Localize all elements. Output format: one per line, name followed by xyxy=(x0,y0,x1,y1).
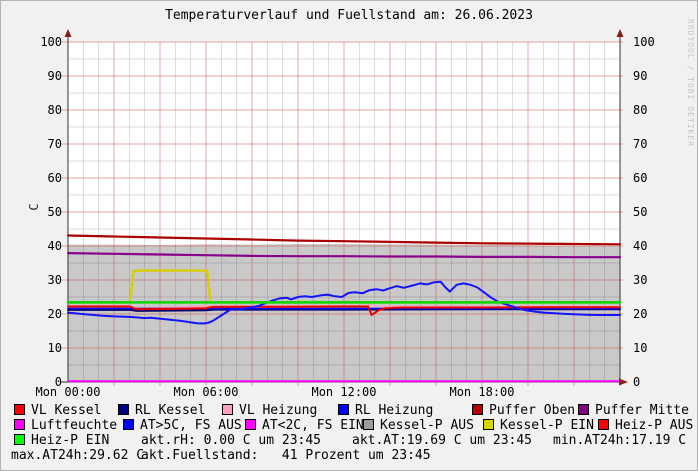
legend-swatch-puffer-mitte xyxy=(578,404,589,415)
legend-swatch-kessel-p-ein xyxy=(483,419,494,430)
series-line xyxy=(66,234,622,246)
y-tick-label-right: 60 xyxy=(633,171,648,185)
legend-swatch-rl-heizung xyxy=(338,404,349,415)
stat-min-at24h: min.AT24h:17.19 C xyxy=(553,433,687,448)
legend-swatch-at-gt5c xyxy=(123,419,134,430)
y-tick-label-right: 10 xyxy=(633,341,648,355)
legend-item-at-lt2c: AT<2C, FS EIN xyxy=(245,419,364,433)
stat-akt-at: akt.AT:19.69 C um 23:45 xyxy=(352,433,533,448)
y-tick-label-left: 70 xyxy=(47,137,62,151)
legend-item-puffer-mitte: Puffer Mitte xyxy=(578,404,689,418)
y-tick-label-left: 40 xyxy=(47,239,62,253)
stat-max-at24h: max.AT24h:29.62 C xyxy=(11,448,145,463)
x-axis-arrow xyxy=(619,378,628,386)
legend-swatch-heiz-p-aus xyxy=(598,419,609,430)
legend-item-heiz-p-ein: Heiz-P EIN xyxy=(14,434,109,448)
legend-label-puffer-mitte: Puffer Mitte xyxy=(595,403,689,418)
y-tick-label-right: 20 xyxy=(633,307,648,321)
plot-canvas xyxy=(60,29,628,386)
legend-item-at-gt5c: AT>5C, FS AUS xyxy=(123,419,242,433)
legend-swatch-vl-heizung xyxy=(222,404,233,415)
legend-swatch-puffer-oben xyxy=(472,404,483,415)
y-tick-label-left: 100 xyxy=(40,35,62,49)
rrdtool-watermark: RRDTOOL / TOBI OETIKER xyxy=(686,19,695,147)
y-tick-label-right: 100 xyxy=(633,35,655,49)
chart-title: Temperaturverlauf und Fuellstand am: 26.… xyxy=(165,8,533,23)
legend-swatch-heiz-p-ein xyxy=(14,434,25,445)
legend-item-kessel-p-aus: Kessel-P AUS xyxy=(363,419,474,433)
legend-label-rl-kessel: RL Kessel xyxy=(135,403,206,418)
y-tick-label-left: 90 xyxy=(47,69,62,83)
series-line xyxy=(66,269,622,304)
legend-item-rl-heizung: RL Heizung xyxy=(338,404,433,418)
stat-akt-rh: akt.rH: 0.00 C um 23:45 xyxy=(141,433,322,448)
legend-swatch-luftfeuchte xyxy=(14,419,25,430)
legend-label-vl-heizung: VL Heizung xyxy=(239,403,318,418)
legend-item-heiz-p-aus: Heiz-P AUS xyxy=(598,419,693,433)
legend-item-kessel-p-ein: Kessel-P EIN xyxy=(483,419,594,433)
y-tick-label-left: 50 xyxy=(47,205,62,219)
legend-label-vl-kessel: VL Kessel xyxy=(31,403,102,418)
legend-item-luftfeuchte: Luftfeuchte xyxy=(14,419,117,433)
y-tick-label-right: 80 xyxy=(633,103,648,117)
legend-swatch-kessel-p-aus xyxy=(363,419,374,430)
y-tick-label-left: 80 xyxy=(47,103,62,117)
legend-label-at-lt2c: AT<2C, FS EIN xyxy=(262,418,364,433)
legend-label-luftfeuchte: Luftfeuchte xyxy=(31,418,118,433)
y-tick-label-right: 0 xyxy=(633,375,641,389)
y-axis-arrow-left xyxy=(64,29,72,37)
y-tick-label-right: 90 xyxy=(633,69,648,83)
series-line xyxy=(66,252,622,259)
y-tick-label-left: 20 xyxy=(47,307,62,321)
legend-swatch-at-lt2c xyxy=(245,419,256,430)
legend-label-heiz-p-aus: Heiz-P AUS xyxy=(615,418,694,433)
series-line xyxy=(67,280,621,325)
legend-label-kessel-p-aus: Kessel-P AUS xyxy=(380,418,474,433)
x-tick-label: Mon 00:00 xyxy=(35,385,101,399)
legend-label-heiz-p-ein: Heiz-P EIN xyxy=(31,433,110,448)
y-tick-label-right: 70 xyxy=(633,137,648,151)
y-tick-label-right: 30 xyxy=(633,273,648,287)
y-tick-label-left: 10 xyxy=(47,341,62,355)
y-axis-arrow-right xyxy=(616,29,624,37)
legend-item-vl-kessel: VL Kessel xyxy=(14,404,101,418)
legend-label-puffer-oben: Puffer Oben xyxy=(489,403,576,418)
x-tick-label: Mon 18:00 xyxy=(449,385,515,399)
stat-fuellstand: akt.Fuellstand: 41 Prozent um 23:45 xyxy=(141,448,431,463)
y-tick-label-left: 30 xyxy=(47,273,62,287)
y-tick-label-left: 0 xyxy=(54,375,62,389)
series-area xyxy=(68,244,620,382)
legend-swatch-vl-kessel xyxy=(14,404,25,415)
legend-swatch-rl-kessel xyxy=(118,404,129,415)
y-tick-label-right: 40 xyxy=(633,239,648,253)
series-line xyxy=(67,305,621,316)
legend-item-vl-heizung: VL Heizung xyxy=(222,404,317,418)
legend-label-rl-heizung: RL Heizung xyxy=(355,403,434,418)
legend-label-kessel-p-ein: Kessel-P EIN xyxy=(500,418,594,433)
x-tick-label: Mon 12:00 xyxy=(311,385,377,399)
legend-label-at-gt5c: AT>5C, FS AUS xyxy=(140,418,242,433)
x-tick-label: Mon 06:00 xyxy=(173,385,239,399)
y-tick-label-left: 60 xyxy=(47,171,62,185)
legend-item-rl-kessel: RL Kessel xyxy=(118,404,205,418)
plot-area xyxy=(60,29,628,386)
legend-item-puffer-oben: Puffer Oben xyxy=(472,404,575,418)
y-tick-label-right: 50 xyxy=(633,205,648,219)
